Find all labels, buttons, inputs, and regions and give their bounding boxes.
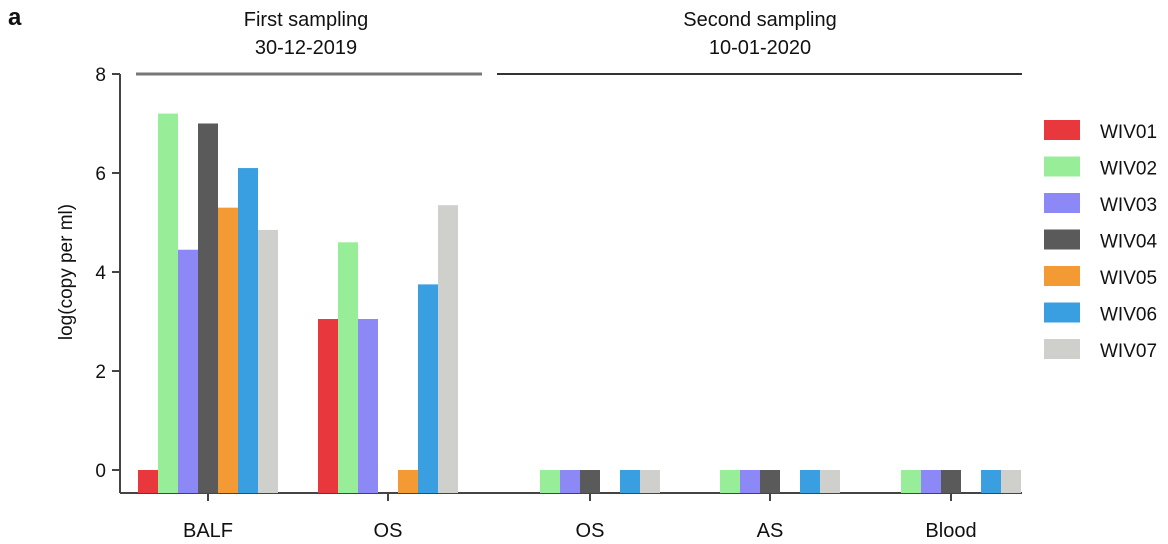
bar-wiv04-4: [941, 470, 961, 493]
bar-wiv06-2: [620, 470, 640, 493]
legend-label-wiv01: WIV01: [1100, 122, 1157, 143]
x-tick-label-2: OS: [576, 520, 605, 542]
legend-label-wiv03: WIV03: [1100, 195, 1157, 216]
group-title-first: First sampling 30-12-2019: [156, 6, 456, 62]
bar-wiv02-2: [540, 470, 560, 493]
legend-label-wiv02: WIV02: [1100, 159, 1157, 180]
y-tick-label-1: 2: [95, 362, 106, 383]
legend-label-wiv07: WIV07: [1100, 341, 1157, 362]
legend-swatch-wiv06: [1044, 302, 1080, 323]
y-tick-label-2: 4: [95, 263, 106, 284]
legend-swatch-wiv05: [1044, 266, 1080, 286]
group-title-second: Second sampling 10-01-2020: [600, 6, 920, 62]
bar-wiv03-2: [560, 470, 580, 493]
group-title-second-name: Second sampling: [683, 9, 837, 31]
bar-wiv01-0: [138, 470, 158, 493]
x-tick-label-1: OS: [374, 520, 403, 542]
bar-wiv02-3: [720, 470, 740, 493]
legend-swatch-wiv07: [1044, 339, 1080, 359]
legend-swatch-wiv04: [1044, 229, 1080, 250]
bar-wiv07-4: [1001, 470, 1021, 493]
legend-swatch-wiv03: [1044, 193, 1080, 213]
legend-label-wiv04: WIV04: [1100, 232, 1157, 253]
bar-wiv04-3: [760, 470, 780, 493]
bar-wiv06-1: [418, 284, 438, 493]
x-tick-label-0: BALF: [183, 520, 233, 542]
panel-label: a: [8, 4, 22, 31]
y-tick-label-3: 6: [95, 164, 106, 185]
y-axis-label: log(copy per ml): [56, 204, 77, 340]
bar-wiv06-3: [800, 470, 820, 493]
bar-wiv03-1: [358, 319, 378, 493]
legend-label-wiv06: WIV06: [1100, 305, 1157, 326]
bar-wiv01-1: [318, 319, 338, 493]
y-tick-label-4: 8: [95, 65, 106, 86]
bar-wiv05-1: [398, 470, 418, 493]
bar-wiv07-0: [258, 229, 278, 494]
group-title-first-name: First sampling: [243, 9, 369, 31]
bar-wiv04-0: [198, 123, 218, 493]
bar-wiv07-2: [640, 470, 660, 493]
bar-wiv03-4: [921, 470, 941, 493]
x-tick-label-4: Blood: [925, 520, 976, 542]
bar-wiv02-1: [338, 242, 358, 493]
bar-wiv05-0: [218, 207, 238, 493]
legend-label-wiv05: WIV05: [1100, 268, 1157, 289]
group-title-first-date: 30-12-2019: [254, 37, 358, 59]
bar-wiv03-0: [178, 249, 198, 493]
legend-swatch-wiv02: [1044, 156, 1080, 177]
legend-swatch-wiv01: [1044, 120, 1080, 140]
bar-wiv06-4: [981, 470, 1001, 493]
bar-wiv07-1: [438, 205, 458, 494]
bar-wiv06-0: [238, 168, 258, 494]
bar-wiv02-0: [158, 113, 178, 493]
group-title-second-date: 10-01-2020: [708, 37, 812, 59]
bar-wiv07-3: [820, 470, 840, 493]
x-tick-label-3: AS: [757, 520, 784, 542]
bar-wiv03-3: [740, 470, 760, 493]
bar-wiv02-4: [901, 470, 921, 493]
bar-wiv04-2: [580, 470, 600, 493]
y-tick-label-0: 0: [95, 461, 106, 482]
